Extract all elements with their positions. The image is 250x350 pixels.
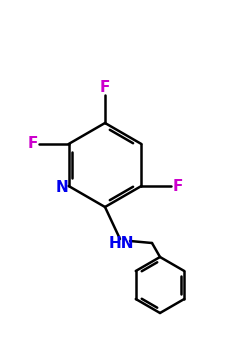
Text: F: F <box>172 178 182 194</box>
Text: F: F <box>100 80 110 96</box>
Text: N: N <box>55 181 68 196</box>
Text: HN: HN <box>108 237 134 252</box>
Text: F: F <box>28 136 38 152</box>
